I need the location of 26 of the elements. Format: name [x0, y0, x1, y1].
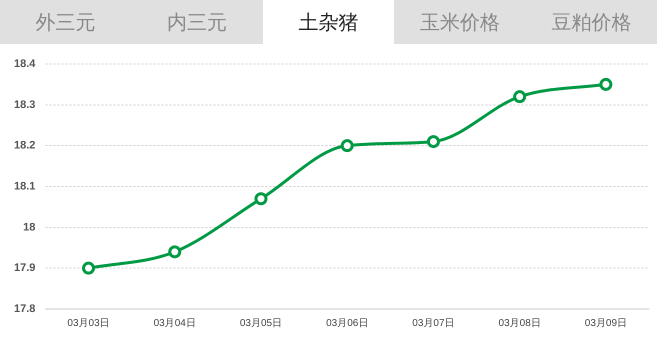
point	[513, 90, 526, 104]
point	[254, 192, 268, 206]
y-tick-label: 18.2	[14, 140, 36, 152]
x-tick-label: 03月03日	[67, 318, 110, 329]
y-tick-label: 17.9	[14, 262, 36, 274]
y-tick-label: 18.3	[14, 98, 36, 111]
x-tick-label: 03月07日	[412, 318, 455, 329]
point	[82, 262, 96, 275]
point	[340, 139, 354, 152]
text: 豆粕价格	[550, 9, 632, 36]
chart-title: 土杂猪	[262, 0, 394, 44]
x-tick-label: 03月06日	[326, 318, 368, 329]
x-tick-label: 03月08日	[498, 318, 541, 329]
y-tick-label: 18	[23, 221, 36, 234]
y-tick-label: 18.4	[14, 58, 36, 70]
point	[599, 78, 612, 91]
text: 外三元	[34, 9, 97, 36]
x-tick-label: 03月09日	[584, 318, 628, 329]
point	[168, 245, 182, 258]
y-tick-label: 18.1	[14, 180, 36, 193]
text: 玉米价格	[418, 9, 501, 36]
x-tick-label: 03月05日	[240, 318, 282, 329]
y-tick-label: 17.8	[14, 303, 36, 316]
point	[426, 135, 440, 148]
x-tick-label: 03月04日	[154, 318, 196, 329]
text: 内三元	[166, 9, 228, 36]
